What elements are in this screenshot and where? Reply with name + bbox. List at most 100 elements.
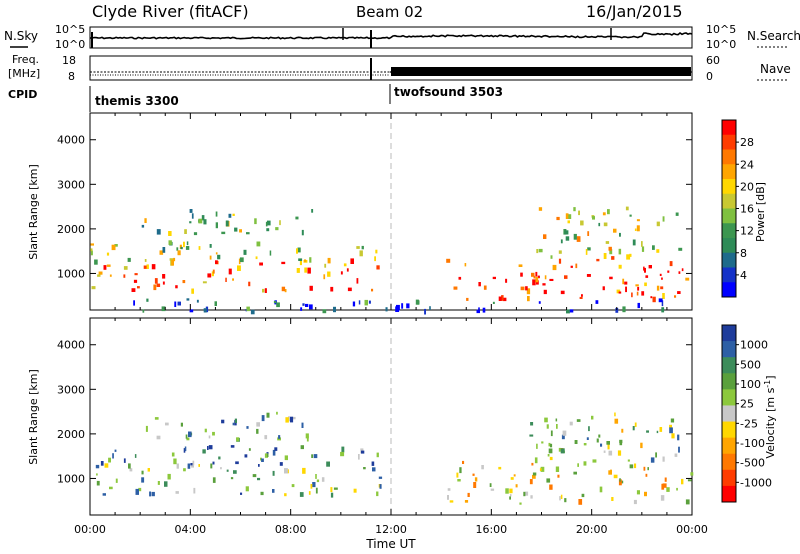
velocity-cell-r2 bbox=[447, 488, 451, 491]
power-cell-r4 bbox=[305, 303, 309, 307]
velocity-cell-r2 bbox=[549, 484, 553, 490]
power-cell-r0 bbox=[228, 268, 232, 275]
velocity-cell-r4 bbox=[154, 417, 159, 420]
velocity-cell-r4 bbox=[277, 437, 281, 441]
power-cell-r3 bbox=[587, 231, 590, 236]
velocity-cell-r4 bbox=[291, 416, 296, 420]
power-cell-r4 bbox=[658, 298, 663, 303]
power-cell-r0 bbox=[309, 285, 313, 291]
power-cell-r0 bbox=[323, 274, 326, 280]
velocity-cell-r1 bbox=[114, 449, 117, 452]
velocity-cell-r3 bbox=[677, 434, 680, 441]
power-cell-r3 bbox=[536, 249, 539, 254]
power-cell-r0 bbox=[371, 288, 374, 292]
velocity-cell-r0 bbox=[104, 463, 109, 468]
power-cell-r0 bbox=[225, 277, 227, 282]
velocity-cell-r0 bbox=[302, 467, 306, 474]
velocity-ylabel: Slant Range [km] bbox=[27, 369, 40, 465]
velocity-cell-r2 bbox=[660, 495, 665, 501]
velocity-cell-r0 bbox=[226, 469, 229, 472]
velocity-cell-r4 bbox=[285, 417, 289, 423]
power-cell-r2 bbox=[575, 263, 578, 269]
velocity-cell-r4 bbox=[165, 422, 169, 426]
power-cell-r0 bbox=[191, 288, 194, 294]
velocity-cell-r0 bbox=[378, 476, 383, 479]
power-colorbar-swatch-7 bbox=[722, 223, 736, 239]
power-cell-r2 bbox=[505, 278, 508, 283]
power-cell-r1 bbox=[361, 245, 364, 250]
power-colorbar-swatch-8 bbox=[722, 238, 736, 254]
velocity-cell-r1 bbox=[260, 457, 262, 461]
velocity-cell-r0 bbox=[252, 474, 257, 478]
power-cell-r1 bbox=[94, 259, 98, 265]
velocity-cell-r4 bbox=[278, 435, 281, 439]
velocity-cell-r4 bbox=[188, 431, 192, 438]
power-cell-r1 bbox=[179, 244, 182, 249]
power-cell-r1 bbox=[171, 259, 174, 266]
power-cell-r3 bbox=[560, 239, 563, 244]
velocity-cell-r2 bbox=[449, 500, 454, 503]
velocity-cell-r2 bbox=[498, 466, 502, 470]
velocity-cell-r2 bbox=[472, 473, 475, 476]
power-cell-r5 bbox=[267, 220, 271, 226]
power-cell-r0 bbox=[109, 274, 112, 277]
time-tick-5: 20:00 bbox=[576, 523, 608, 536]
power-cell-r0 bbox=[212, 269, 215, 274]
velocity-cell-r2 bbox=[644, 491, 647, 497]
power-cell-r4 bbox=[637, 302, 640, 309]
velocity-cell-r4 bbox=[261, 415, 265, 422]
power-cell-r2 bbox=[667, 270, 670, 273]
velocity-colorbar-swatch-3 bbox=[722, 373, 736, 390]
velocity-cell-r1 bbox=[183, 448, 186, 453]
station-title: Clyde River (fitACF) bbox=[92, 2, 249, 21]
power-cell-r3 bbox=[656, 221, 660, 227]
velocity-cell-r3 bbox=[583, 443, 587, 446]
power-cell-r0 bbox=[133, 279, 138, 283]
power-cell-r1 bbox=[374, 256, 376, 262]
velocity-cell-r4 bbox=[234, 418, 237, 423]
power-cell-r1 bbox=[238, 258, 241, 265]
velocity-colorbar: 1000 500 100 25 -25 -100 -500 -1000 bbox=[721, 324, 772, 503]
velocity-cell-r2 bbox=[509, 496, 511, 500]
power-cell-r5 bbox=[225, 220, 229, 227]
power-cell-r2 bbox=[678, 271, 681, 274]
velocity-cell-r4 bbox=[185, 434, 188, 439]
power-cell-r3 bbox=[602, 212, 606, 216]
velocity-colorbar-tick-0: 1000 bbox=[740, 339, 768, 352]
velocity-cell-r2 bbox=[539, 468, 542, 471]
power-cell-r4 bbox=[358, 300, 361, 305]
velocity-cell-r1 bbox=[244, 454, 248, 458]
power-cell-r4 bbox=[133, 300, 135, 306]
velocity-colorbar-label: Velocity [m s-1] bbox=[763, 375, 777, 458]
power-cell-r1 bbox=[243, 249, 247, 255]
power-cell-r2 bbox=[560, 290, 565, 295]
power-cell-r0 bbox=[146, 264, 149, 269]
velocity-cell-r1 bbox=[311, 454, 314, 458]
cpid-label: CPID bbox=[8, 88, 37, 101]
power-cell-r5 bbox=[265, 221, 268, 227]
power-cell-r3 bbox=[567, 220, 570, 224]
power-cell-r1 bbox=[159, 250, 164, 255]
cpid-panel: CPID themis 3300 twofsound 3503 bbox=[8, 84, 503, 112]
velocity-cell-r0 bbox=[379, 484, 382, 489]
power-cell-r4 bbox=[566, 309, 570, 314]
velocity-cell-r3 bbox=[529, 434, 534, 437]
power-cell-r0 bbox=[356, 278, 359, 284]
velocity-cell-r2 bbox=[636, 490, 640, 495]
time-axis: 00:00 04:00 08:00 12:00 16:00 20:00 00:00 bbox=[74, 523, 708, 536]
noise-panel: 10^5 10^0 10^5 10^0 N.Sky N.Search bbox=[4, 23, 800, 51]
power-cell-r3 bbox=[565, 213, 569, 219]
power-cell-r1 bbox=[111, 244, 116, 251]
power-cell-r3 bbox=[578, 210, 580, 216]
velocity-cell-r4 bbox=[266, 412, 270, 418]
power-cell-r3 bbox=[564, 230, 569, 235]
power-cell-r3 bbox=[656, 249, 660, 253]
power-cell-r0 bbox=[156, 283, 161, 287]
power-cell-r5 bbox=[203, 219, 207, 225]
power-ylabel: Slant Range [km] bbox=[27, 164, 40, 260]
velocity-cell-r1 bbox=[123, 458, 126, 463]
velocity-cell-r0 bbox=[183, 468, 186, 472]
velocity-cell-r1 bbox=[313, 454, 318, 459]
power-cell-r0 bbox=[153, 284, 157, 291]
velocity-cell-r0 bbox=[272, 489, 275, 493]
